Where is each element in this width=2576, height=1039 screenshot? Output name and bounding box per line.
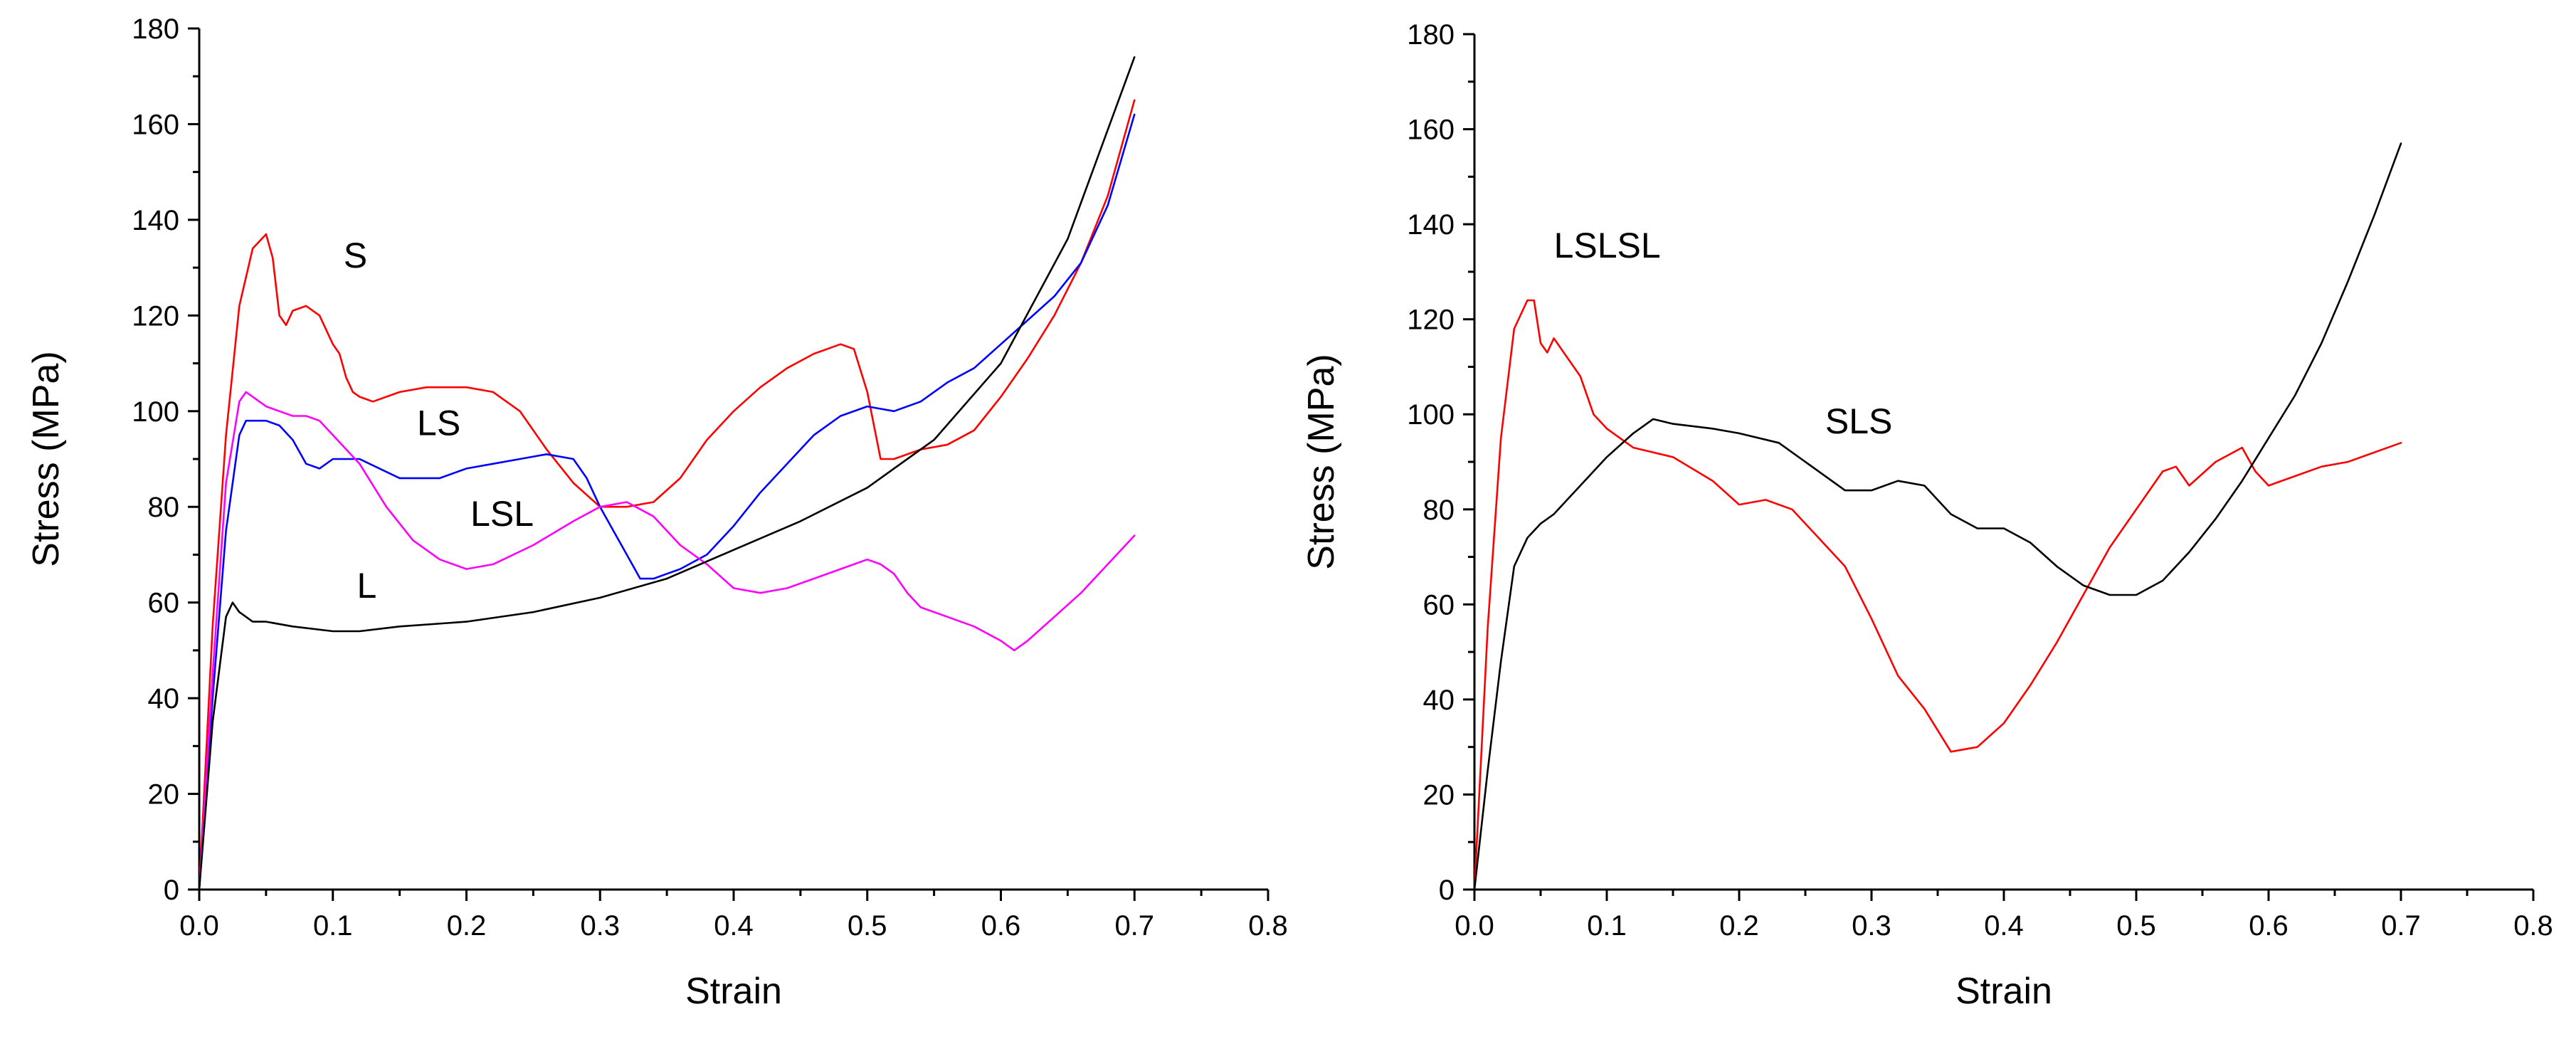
- x-tick-label: 0.5: [2116, 910, 2156, 942]
- y-tick-label: 180: [1407, 19, 1455, 51]
- y-tick-label: 20: [1423, 779, 1455, 811]
- y-tick-label: 120: [1407, 305, 1455, 336]
- y-tick-label: 80: [1423, 495, 1455, 526]
- y-tick-label: 140: [1407, 209, 1455, 241]
- x-tick-label: 0.7: [1114, 910, 1154, 942]
- x-tick-label: 0.2: [1719, 910, 1759, 942]
- series-line-ls: [198, 113, 1136, 891]
- x-tick-label: 0.4: [714, 910, 754, 942]
- curve-label-ls: LS: [417, 403, 460, 443]
- curve-label-lslsl: LSLSL: [1554, 226, 1661, 265]
- curve-label-lsl: LSL: [470, 494, 534, 534]
- y-tick-label: 160: [132, 109, 179, 140]
- x-tick-label: 0.6: [2249, 910, 2289, 942]
- series-line-lsl: [198, 391, 1136, 891]
- y-tick-label: 160: [1407, 115, 1455, 146]
- x-tick-label: 0.8: [1248, 910, 1288, 942]
- x-tick-label: 0.1: [313, 910, 353, 942]
- curve-label-sls: SLS: [1825, 401, 1893, 441]
- y-tick-label: 80: [148, 492, 180, 523]
- y-tick-label: 40: [148, 683, 180, 714]
- series-line-sls: [1473, 142, 2402, 891]
- y-axis-title: Stress (MPa): [1301, 354, 1342, 569]
- x-axis-title: Strain: [1955, 971, 2052, 1012]
- y-tick-label: 60: [1423, 589, 1455, 621]
- chart-left: 0.0 0.1 0.2 0.3 0.4 0.5 0.6 0.7 0.8 0 20 40 60 80 100 1…: [26, 14, 1288, 1012]
- x-tick-label: 0.0: [179, 910, 219, 942]
- series-line-s: [198, 99, 1136, 891]
- x-tick-label: 0.3: [580, 910, 620, 942]
- y-tick-label: 60: [148, 588, 180, 619]
- y-tick-label: 100: [132, 396, 179, 428]
- x-tick-label: 0.6: [981, 910, 1021, 942]
- x-tick-label: 0.0: [1455, 910, 1494, 942]
- curve-label-l: L: [357, 566, 377, 606]
- y-tick-label: 0: [164, 875, 179, 906]
- curve-label-s: S: [344, 236, 367, 275]
- x-tick-label: 0.7: [2381, 910, 2421, 942]
- x-tick-label: 0.3: [1852, 910, 1891, 942]
- y-tick-label: 40: [1423, 685, 1455, 716]
- y-tick-label: 100: [1407, 399, 1455, 431]
- y-tick-label: 0: [1439, 875, 1455, 906]
- y-axis-title: Stress (MPa): [26, 351, 67, 566]
- chart-right: 0.0 0.1 0.2 0.3 0.4 0.5 0.6 0.7 0.8 0 20 40 60 80 100 1…: [1301, 19, 2553, 1012]
- y-tick-label: 140: [132, 205, 179, 236]
- x-tick-label: 0.2: [447, 910, 487, 942]
- y-tick-label: 20: [148, 779, 180, 811]
- x-tick-label: 0.8: [2513, 910, 2553, 942]
- y-tick-label: 120: [132, 300, 179, 332]
- x-tick-label: 0.5: [848, 910, 887, 942]
- y-tick-label: 180: [132, 14, 179, 45]
- x-tick-label: 0.4: [1984, 910, 2024, 942]
- x-axis-title: Strain: [685, 971, 782, 1012]
- series-line-lslsl: [1473, 299, 2402, 891]
- series-line-l: [198, 56, 1136, 891]
- x-tick-label: 0.1: [1587, 910, 1627, 942]
